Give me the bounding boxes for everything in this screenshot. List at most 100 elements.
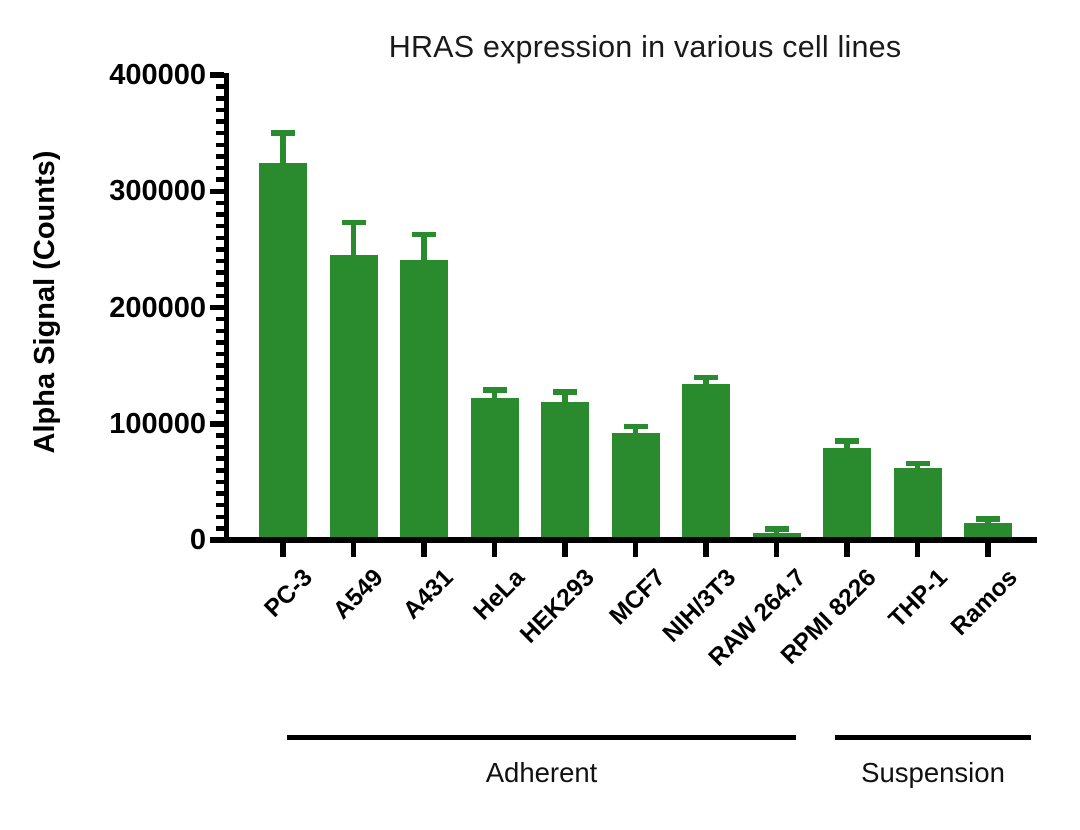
error-bar-cap-PC-3	[271, 130, 295, 136]
y-minor-tick	[215, 223, 224, 229]
x-axis-label-THP-1: THP-1	[883, 564, 953, 634]
error-bar-cap-THP-1	[905, 460, 930, 467]
bar-Ramos	[964, 523, 1012, 540]
y-minor-tick	[215, 212, 224, 217]
y-minor-tick	[215, 456, 224, 461]
y-minor-tick	[215, 258, 224, 264]
error-bar-HeLa	[491, 390, 498, 403]
x-tick-MCF7	[632, 542, 639, 557]
y-minor-tick	[215, 154, 224, 159]
y-minor-tick	[215, 398, 224, 403]
y-minor-tick	[215, 328, 224, 333]
y-minor-tick	[215, 340, 224, 345]
x-tick-HeLa	[491, 542, 498, 557]
y-minor-tick	[215, 526, 224, 531]
x-axis-line	[223, 537, 1037, 543]
y-minor-tick	[215, 491, 224, 496]
error-bar-cap-MCF7	[623, 423, 648, 430]
y-minor-tick	[215, 107, 224, 113]
error-bar-RAW 264.7	[773, 528, 780, 538]
error-bar-cap-HEK293	[553, 389, 577, 395]
error-bar-cap-RPMI 8226	[835, 438, 859, 444]
y-minor-tick	[215, 270, 224, 275]
x-axis-label-A431: A431	[398, 564, 460, 625]
bar-THP-1	[893, 467, 942, 540]
error-bar-A431	[421, 234, 427, 264]
error-bar-THP-1	[914, 463, 921, 472]
bar-RPMI 8226	[823, 448, 871, 540]
error-bar-cap-NIH/3T3	[694, 374, 718, 380]
x-axis-label-MCF7: MCF7	[604, 564, 671, 631]
error-bar-cap-HeLa	[482, 387, 507, 393]
y-minor-tick	[215, 316, 224, 322]
error-bar-cap-RAW 264.7	[764, 526, 789, 532]
y-minor-tick	[215, 386, 224, 392]
y-tick-label: 0	[189, 524, 206, 556]
error-bar-RPMI 8226	[844, 441, 850, 453]
y-minor-tick	[215, 363, 224, 368]
y-minor-tick	[215, 247, 224, 252]
y-minor-tick	[215, 84, 224, 89]
y-minor-tick	[215, 433, 224, 438]
x-axis-label-A549: A549	[328, 564, 389, 625]
x-axis-label-HEK293: HEK293	[515, 564, 601, 649]
x-axis-label-PC-3: PC-3	[259, 564, 319, 623]
error-bar-NIH/3T3	[703, 377, 709, 389]
y-tick-label: 100000	[109, 407, 206, 440]
group-line-Adherent	[287, 735, 796, 740]
y-minor-tick	[215, 235, 224, 240]
bar-HeLa	[470, 398, 519, 540]
error-bar-MCF7	[632, 426, 639, 438]
y-tick-label: 200000	[109, 291, 206, 324]
y-minor-tick	[215, 293, 224, 299]
y-minor-tick	[215, 200, 224, 206]
bar-MCF7	[611, 433, 660, 540]
error-bar-cap-A549	[341, 219, 366, 226]
x-tick-RPMI 8226	[844, 542, 850, 557]
error-bar-Ramos	[985, 519, 991, 528]
y-tick-label: 400000	[109, 59, 206, 91]
error-bar-PC-3	[280, 133, 286, 168]
y-major-tick	[209, 188, 224, 194]
group-label-Adherent: Adherent	[485, 757, 598, 788]
group-label-Suspension: Suspension	[861, 757, 1005, 788]
bar-A431	[400, 259, 448, 540]
bar-HEK293	[541, 401, 589, 540]
x-tick-Ramos	[985, 542, 991, 557]
bar-RAW 264.7	[752, 533, 801, 540]
y-minor-tick	[215, 282, 224, 287]
group-line-Suspension	[835, 735, 1031, 740]
x-tick-PC-3	[280, 542, 286, 557]
y-minor-tick	[215, 177, 224, 182]
y-minor-tick	[215, 479, 224, 485]
bar-NIH/3T3	[682, 384, 730, 540]
bar-A549	[329, 255, 378, 540]
x-axis-label-Ramos: Ramos	[946, 564, 1024, 641]
y-minor-tick	[215, 375, 224, 380]
y-minor-tick	[215, 409, 224, 415]
y-minor-tick	[215, 351, 224, 357]
y-minor-tick	[215, 514, 224, 519]
x-tick-HEK293	[562, 542, 568, 557]
error-bar-A549	[350, 222, 357, 260]
y-major-tick	[209, 72, 224, 78]
y-major-tick	[209, 304, 224, 311]
bar-PC-3	[259, 163, 307, 540]
y-minor-tick	[215, 502, 224, 508]
x-axis-label-HeLa: HeLa	[468, 564, 530, 626]
x-tick-THP-1	[914, 542, 921, 557]
error-bar-cap-A431	[412, 231, 436, 237]
y-minor-tick	[215, 119, 224, 124]
chart-title: HRAS expression in various cell lines	[388, 30, 902, 64]
error-bar-HEK293	[562, 391, 568, 406]
y-axis-spine	[223, 73, 229, 542]
y-major-tick	[209, 421, 224, 427]
y-minor-tick	[215, 130, 224, 136]
x-tick-A549	[350, 542, 357, 557]
y-minor-tick	[215, 165, 224, 171]
y-minor-tick	[215, 96, 224, 101]
y-minor-tick	[215, 468, 224, 473]
x-tick-RAW 264.7	[773, 542, 780, 557]
x-tick-A431	[421, 542, 427, 557]
